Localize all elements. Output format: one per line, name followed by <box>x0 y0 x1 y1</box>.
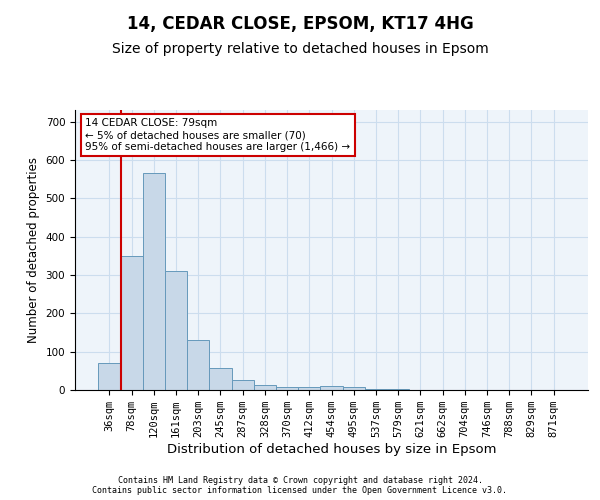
Bar <box>187 340 209 390</box>
X-axis label: Distribution of detached houses by size in Epsom: Distribution of detached houses by size … <box>167 443 496 456</box>
Text: 14 CEDAR CLOSE: 79sqm
← 5% of detached houses are smaller (70)
95% of semi-detac: 14 CEDAR CLOSE: 79sqm ← 5% of detached h… <box>85 118 350 152</box>
Bar <box>121 256 143 390</box>
Y-axis label: Number of detached properties: Number of detached properties <box>27 157 40 343</box>
Bar <box>165 271 187 390</box>
Bar <box>365 389 387 390</box>
Text: 14, CEDAR CLOSE, EPSOM, KT17 4HG: 14, CEDAR CLOSE, EPSOM, KT17 4HG <box>127 15 473 33</box>
Bar <box>387 389 409 390</box>
Text: Size of property relative to detached houses in Epsom: Size of property relative to detached ho… <box>112 42 488 56</box>
Bar <box>276 388 298 390</box>
Bar <box>98 363 121 390</box>
Text: Contains HM Land Registry data © Crown copyright and database right 2024.
Contai: Contains HM Land Registry data © Crown c… <box>92 476 508 495</box>
Bar <box>232 380 254 390</box>
Bar <box>143 172 165 390</box>
Bar <box>298 388 320 390</box>
Bar <box>254 385 276 390</box>
Bar <box>320 386 343 390</box>
Bar <box>343 388 365 390</box>
Bar <box>209 368 232 390</box>
